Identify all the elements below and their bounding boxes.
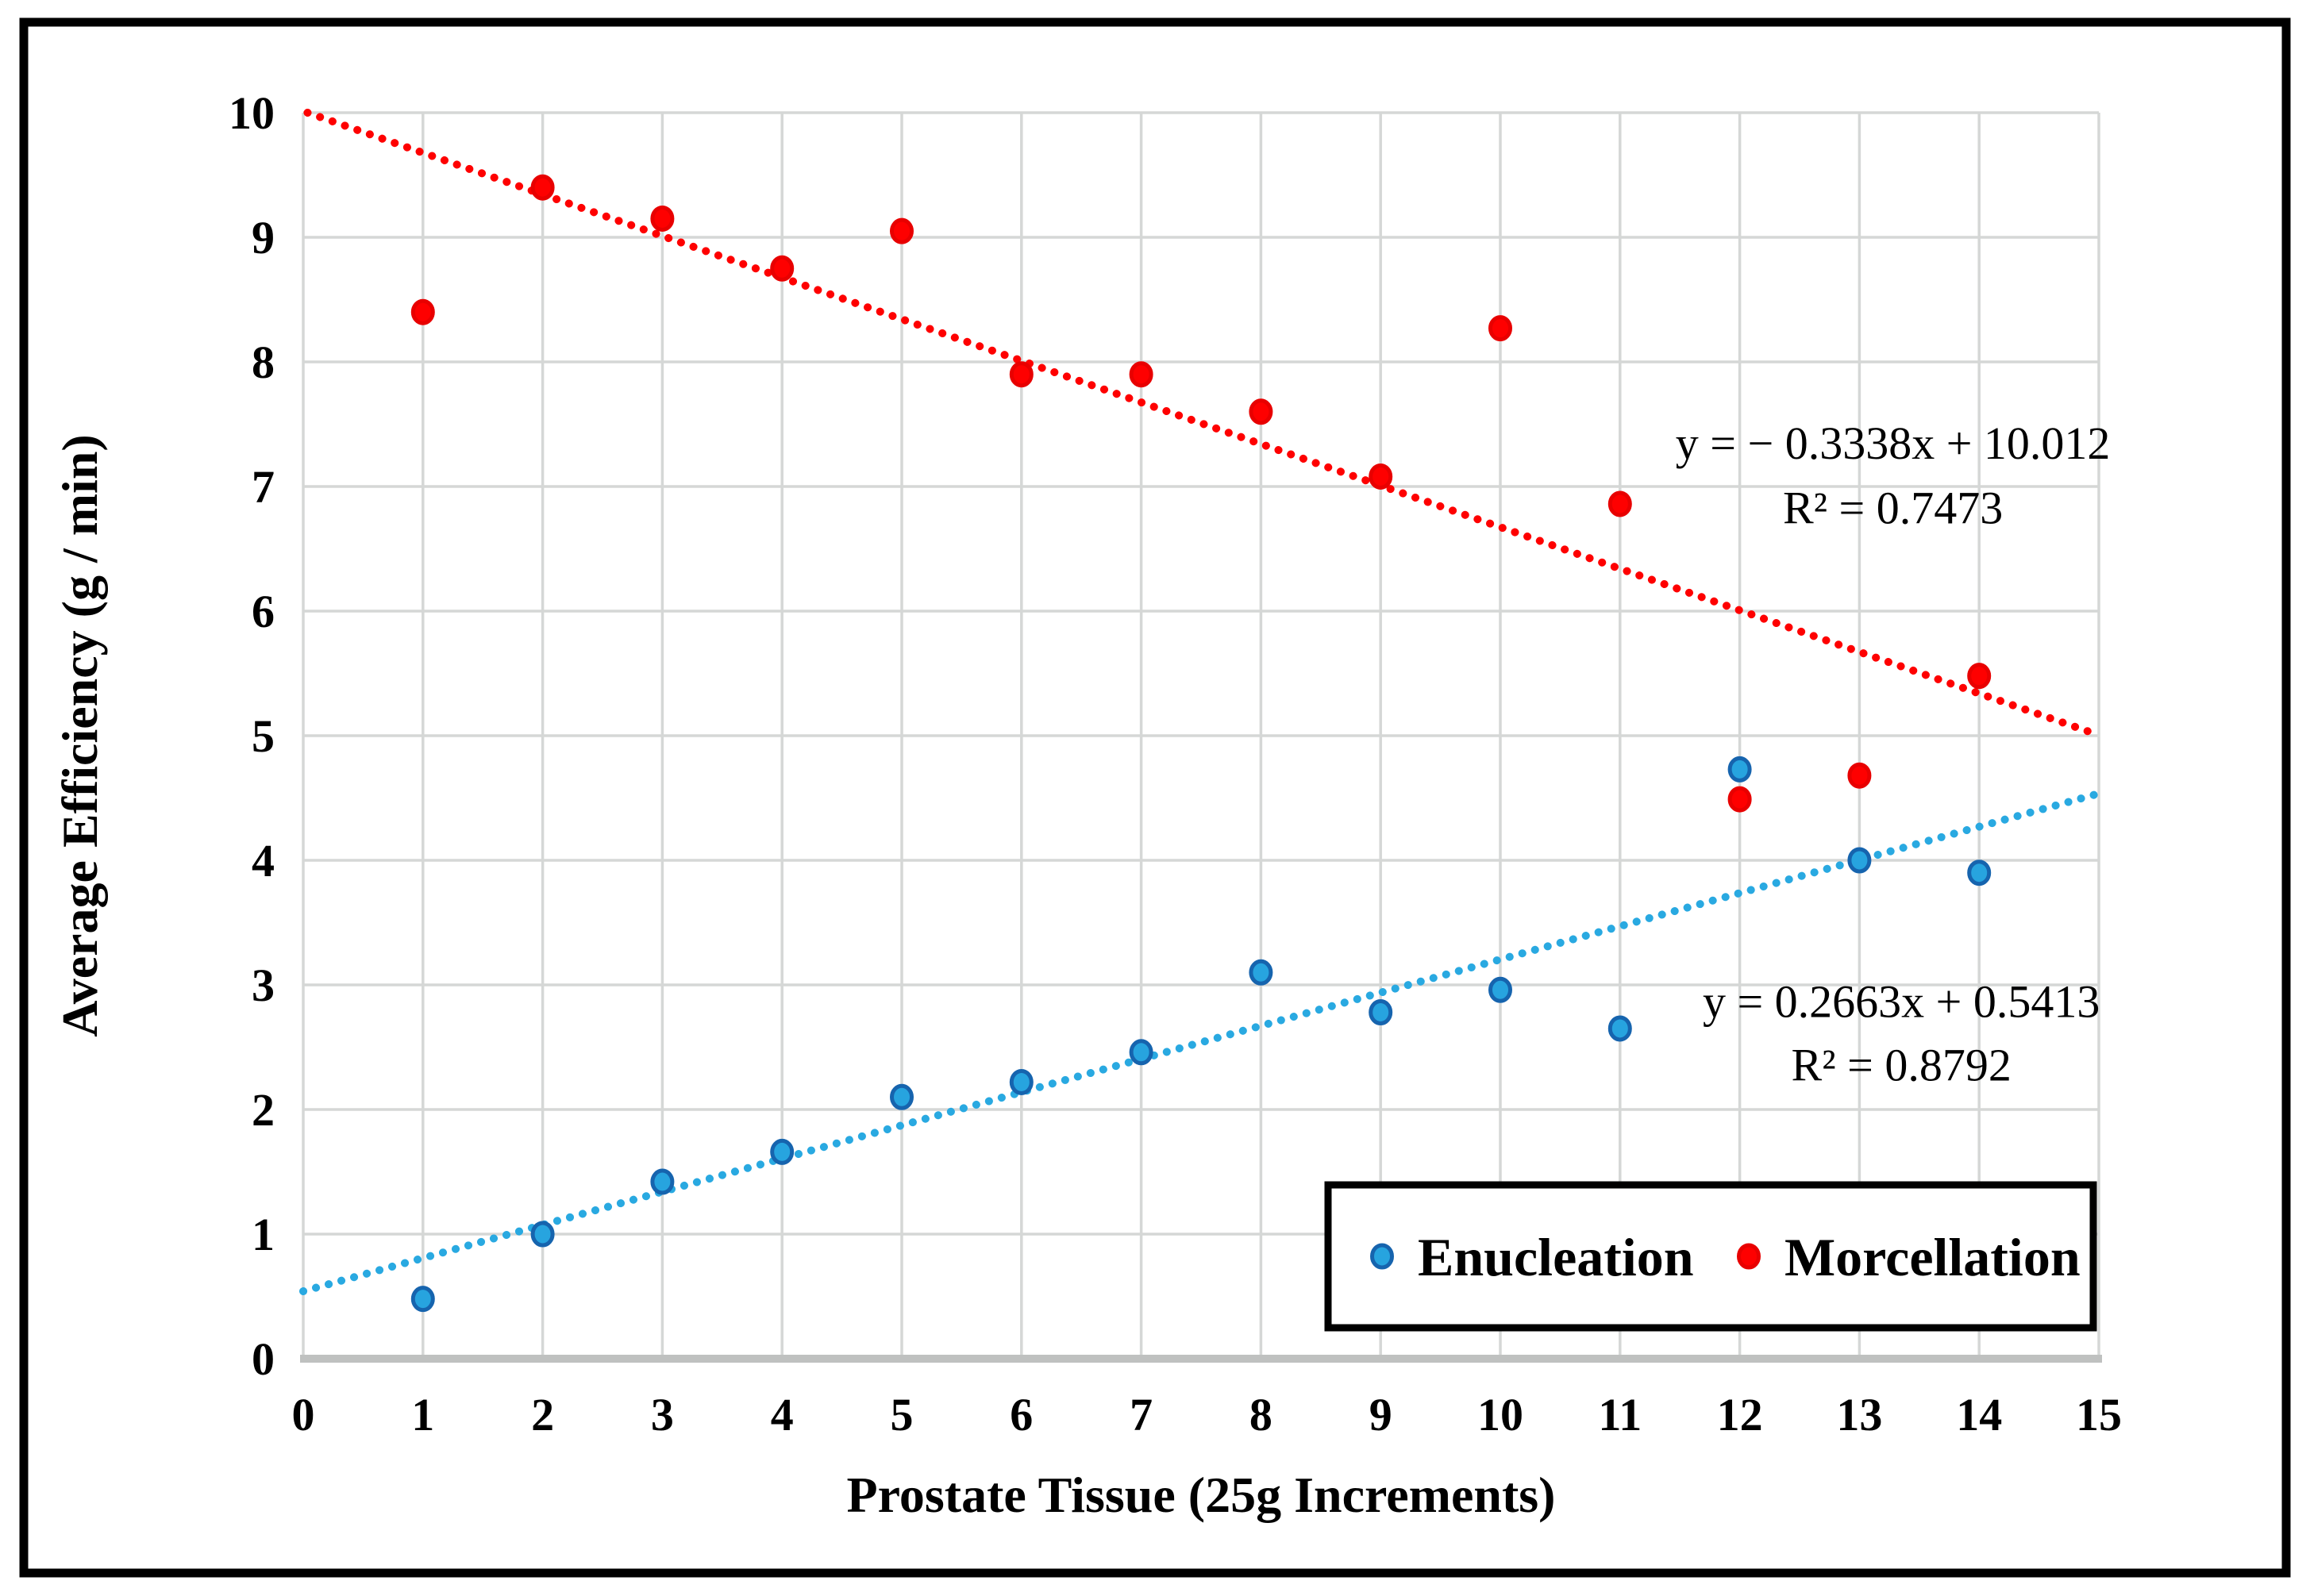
y-tick-label: 1 xyxy=(252,1209,275,1260)
data-point-morcellation xyxy=(1967,663,1992,690)
x-tick-label: 7 xyxy=(1130,1389,1153,1440)
x-tick-label: 9 xyxy=(1369,1389,1392,1440)
x-axis-title: Prostate Tissue (25g Increments) xyxy=(847,1467,1556,1523)
equation-label-morcellation: y = − 0.3338x + 10.012 xyxy=(1676,417,2111,469)
x-tick-label: 5 xyxy=(891,1389,914,1440)
y-tick-label: 5 xyxy=(252,710,275,762)
data-point-morcellation xyxy=(1488,315,1512,342)
morcellation-marker-dot-icon xyxy=(1737,1243,1761,1270)
x-tick-label: 4 xyxy=(771,1389,794,1440)
data-point-enucleation xyxy=(1129,1039,1153,1066)
x-tick-label: 15 xyxy=(2076,1389,2122,1440)
y-tick-label: 4 xyxy=(252,835,275,886)
data-point-enucleation xyxy=(530,1221,555,1248)
x-tick-label: 1 xyxy=(411,1389,434,1440)
y-tick-label: 2 xyxy=(252,1084,275,1136)
r2-label-morcellation: R² = 0.7473 xyxy=(1783,483,2003,534)
y-tick-label: 7 xyxy=(252,461,275,513)
data-point-enucleation xyxy=(650,1168,675,1195)
x-tick-label: 3 xyxy=(651,1389,674,1440)
x-tick-label: 13 xyxy=(1836,1389,1882,1440)
y-axis-title: Average Efficiency (g / min) xyxy=(52,434,108,1036)
data-point-morcellation xyxy=(1129,361,1153,388)
data-point-morcellation xyxy=(1369,463,1393,490)
x-tick-label: 2 xyxy=(531,1389,554,1440)
data-point-morcellation xyxy=(890,217,914,244)
legend: Enucleation Morcellation xyxy=(1324,1181,2097,1332)
trendline-equation-labels: y = 0.2663x + 0.5413 R² = 0.8792 y = − 0.3… xyxy=(1676,417,2111,1090)
equation-label-enucleation: y = 0.2663x + 0.5413 xyxy=(1703,975,2100,1027)
data-point-morcellation xyxy=(1607,490,1632,517)
data-point-enucleation xyxy=(410,1286,435,1313)
data-point-enucleation xyxy=(1967,860,1992,886)
x-tick-label: 14 xyxy=(1956,1389,2002,1440)
y-tick-label: 3 xyxy=(252,960,275,1011)
legend-item-morcellation: Morcellation xyxy=(1784,1227,2081,1287)
x-tick-label: 6 xyxy=(1010,1389,1033,1440)
data-point-enucleation xyxy=(770,1138,795,1165)
data-point-morcellation xyxy=(1847,762,1872,789)
y-tick-label: 9 xyxy=(252,212,275,263)
data-point-enucleation xyxy=(1009,1068,1034,1095)
data-point-morcellation xyxy=(1727,786,1752,813)
enucleation-marker-icon xyxy=(1370,1243,1394,1270)
data-point-morcellation xyxy=(530,174,555,201)
data-point-morcellation xyxy=(1249,398,1273,425)
trendline-morcellation xyxy=(303,109,2103,740)
x-tick-label: 12 xyxy=(1717,1389,1763,1440)
x-tick-label: 10 xyxy=(1477,1389,1523,1440)
data-point-morcellation xyxy=(650,205,675,232)
data-point-enucleation xyxy=(1249,959,1273,986)
data-point-enucleation xyxy=(890,1083,914,1110)
data-point-enucleation xyxy=(1488,976,1512,1003)
r2-label-enucleation: R² = 0.8792 xyxy=(1792,1039,2012,1090)
data-points xyxy=(410,174,1992,1313)
x-tick-label: 11 xyxy=(1598,1389,1642,1440)
y-tick-label: 6 xyxy=(252,586,275,637)
data-point-morcellation xyxy=(410,298,435,325)
data-point-morcellation xyxy=(770,255,795,282)
trendlines xyxy=(299,109,2103,1296)
legend-box xyxy=(1324,1181,2097,1332)
data-point-morcellation xyxy=(1009,361,1034,388)
legend-item-enucleation: Enucleation xyxy=(1418,1227,1694,1287)
data-point-enucleation xyxy=(1369,999,1393,1026)
y-tick-label: 0 xyxy=(252,1333,275,1385)
enucleation-marker-dot-icon xyxy=(1370,1243,1394,1270)
x-tick-label: 0 xyxy=(292,1389,315,1440)
data-point-enucleation xyxy=(1847,847,1872,874)
x-tick-label: 8 xyxy=(1249,1389,1272,1440)
morcellation-marker-icon xyxy=(1737,1243,1761,1270)
data-point-enucleation xyxy=(1607,1015,1632,1042)
trendline-enucleation xyxy=(299,789,2103,1296)
data-point-enucleation xyxy=(1727,756,1752,783)
y-tick-label: 8 xyxy=(252,337,275,388)
y-tick-label: 10 xyxy=(229,87,275,139)
figure-border xyxy=(19,17,2291,1578)
